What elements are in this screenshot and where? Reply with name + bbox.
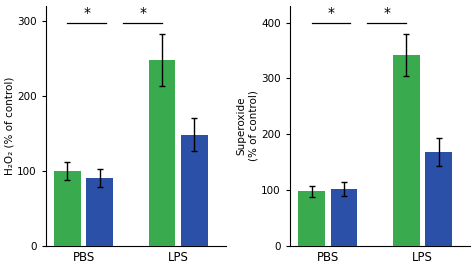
Y-axis label: H₂O₂ (% of control): H₂O₂ (% of control) [4,77,14,175]
Bar [330,189,357,246]
Bar [393,55,419,246]
Text: *: * [383,6,391,20]
Y-axis label: Superoxide
(% of control): Superoxide (% of control) [237,90,258,161]
Text: *: * [83,6,91,20]
Bar [54,171,81,246]
Text: *: * [328,6,335,20]
Bar [425,152,452,246]
Bar [86,178,113,246]
Text: *: * [139,6,146,20]
Bar [181,135,208,246]
Bar [149,60,175,246]
Bar [298,191,325,246]
